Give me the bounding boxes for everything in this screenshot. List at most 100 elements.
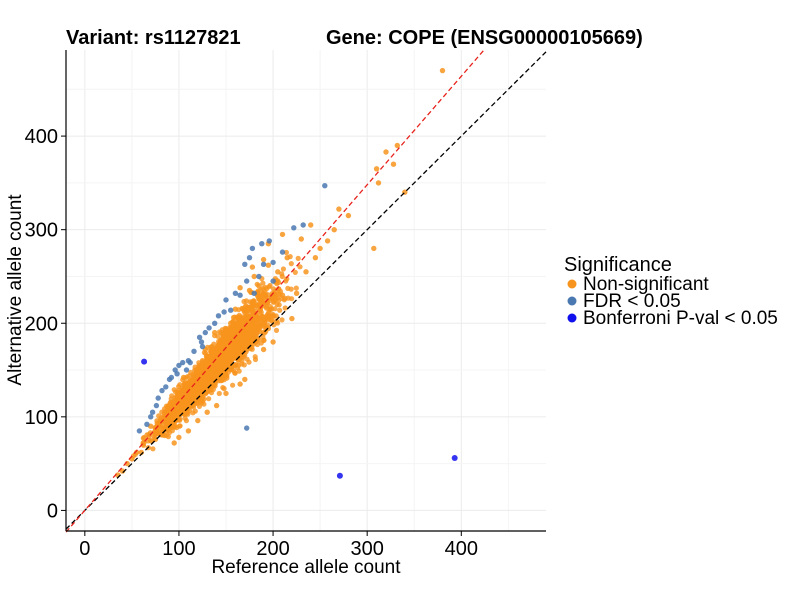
grid bbox=[66, 50, 546, 531]
point-fdr-0-05 bbox=[244, 278, 250, 284]
cloud-point bbox=[196, 391, 202, 397]
point-non-significant bbox=[275, 269, 281, 275]
cloud-point bbox=[235, 325, 241, 331]
point-fdr-0-05 bbox=[259, 241, 265, 247]
cloud-point bbox=[140, 435, 146, 441]
cloud-point bbox=[221, 349, 228, 355]
x-tick-label: 0 bbox=[79, 538, 90, 560]
cloud-point bbox=[215, 376, 221, 382]
point-non-significant bbox=[345, 212, 352, 219]
cloud-point bbox=[217, 372, 223, 378]
point-non-significant bbox=[371, 245, 377, 252]
x-axis-label: Reference allele count bbox=[211, 557, 401, 578]
point-fdr-0-05 bbox=[223, 297, 229, 303]
cloud-point bbox=[169, 428, 175, 434]
cloud-point bbox=[276, 297, 282, 303]
cloud-point bbox=[292, 269, 298, 275]
cloud-point bbox=[179, 401, 185, 407]
cloud-point bbox=[285, 295, 291, 301]
point-non-significant bbox=[336, 206, 342, 212]
y-axis-label: Alternative allele count bbox=[5, 194, 26, 386]
cloud-point bbox=[260, 280, 266, 286]
point-fdr-0-05 bbox=[187, 359, 193, 366]
cloud-point bbox=[221, 359, 227, 365]
point-non-significant bbox=[133, 449, 140, 456]
point-fdr-0-05 bbox=[228, 307, 234, 313]
cloud-point bbox=[282, 305, 288, 311]
cloud-point bbox=[200, 393, 206, 399]
point-fdr-0-05 bbox=[153, 402, 160, 409]
cloud-point bbox=[187, 378, 193, 384]
point-fdr-0-05 bbox=[270, 278, 276, 284]
point-bonferroni-p-val-0-05 bbox=[336, 472, 343, 479]
point-fdr-0-05 bbox=[237, 292, 243, 298]
cloud-point bbox=[251, 328, 257, 334]
cloud-point bbox=[216, 390, 222, 397]
cloud-point bbox=[241, 308, 247, 314]
cloud-point bbox=[295, 255, 301, 261]
cloud-point bbox=[173, 389, 179, 395]
point-non-significant bbox=[279, 231, 286, 238]
point-non-significant bbox=[171, 440, 177, 446]
point-non-significant bbox=[270, 339, 276, 345]
cloud-point bbox=[243, 298, 249, 304]
cloud-point bbox=[277, 307, 283, 313]
cloud-point bbox=[229, 332, 235, 338]
cloud-point bbox=[263, 324, 269, 330]
point-non-significant bbox=[284, 255, 290, 261]
point-fdr-0-05 bbox=[202, 329, 208, 336]
point-non-significant bbox=[394, 142, 400, 149]
legend-label-fdr: FDR < 0.05 bbox=[583, 291, 681, 312]
cloud-point bbox=[244, 356, 250, 362]
cloud-point bbox=[168, 414, 174, 420]
cloud-point bbox=[196, 362, 202, 368]
point-non-significant bbox=[199, 358, 206, 364]
point-non-significant bbox=[308, 222, 314, 228]
point-non-significant bbox=[312, 255, 319, 261]
x-tick-label: 200 bbox=[256, 538, 289, 560]
point-non-significant bbox=[237, 285, 243, 291]
cloud-point bbox=[274, 301, 280, 307]
x-tick-label: 300 bbox=[350, 538, 383, 560]
cloud-point bbox=[260, 334, 266, 340]
cloud-point bbox=[220, 343, 226, 349]
point-fdr-0-05 bbox=[215, 313, 222, 319]
point-non-significant bbox=[232, 306, 239, 312]
cloud-point bbox=[297, 264, 303, 270]
cloud-point bbox=[202, 363, 208, 369]
point-fdr-0-05 bbox=[155, 395, 161, 401]
cloud-point bbox=[251, 302, 257, 309]
point-non-significant bbox=[228, 320, 234, 326]
point-fdr-0-05 bbox=[266, 238, 272, 244]
cloud-point bbox=[269, 295, 275, 301]
point-fdr-0-05 bbox=[300, 222, 306, 228]
point-fdr-0-05 bbox=[246, 255, 253, 261]
point-fdr-0-05 bbox=[174, 371, 180, 377]
point-non-significant bbox=[185, 428, 192, 434]
cloud-point bbox=[156, 413, 162, 419]
point-fdr-0-05 bbox=[148, 414, 154, 420]
x-tick-label: 100 bbox=[162, 538, 195, 560]
cloud-point bbox=[179, 396, 185, 402]
legend-label-non-significant: Non-significant bbox=[583, 274, 709, 295]
cloud-point bbox=[246, 325, 252, 331]
point-fdr-0-05 bbox=[232, 290, 239, 296]
point-fdr-0-05 bbox=[279, 249, 286, 255]
cloud-point bbox=[258, 287, 264, 293]
cloud-point bbox=[240, 341, 246, 347]
cloud-point bbox=[246, 307, 252, 314]
cloud-point bbox=[203, 354, 209, 360]
y-tick-label: 200 bbox=[25, 313, 58, 335]
data-points bbox=[115, 67, 458, 479]
point-fdr-0-05 bbox=[198, 339, 205, 345]
point-non-significant bbox=[162, 432, 168, 439]
cloud-point bbox=[251, 298, 257, 304]
ratio-line bbox=[65, 49, 485, 533]
y-tick-label: 400 bbox=[25, 126, 58, 148]
cloud-point bbox=[210, 383, 217, 389]
point-fdr-0-05 bbox=[196, 334, 203, 340]
cloud-point bbox=[267, 304, 273, 310]
cloud-point bbox=[260, 291, 267, 297]
point-fdr-0-05 bbox=[191, 348, 197, 354]
